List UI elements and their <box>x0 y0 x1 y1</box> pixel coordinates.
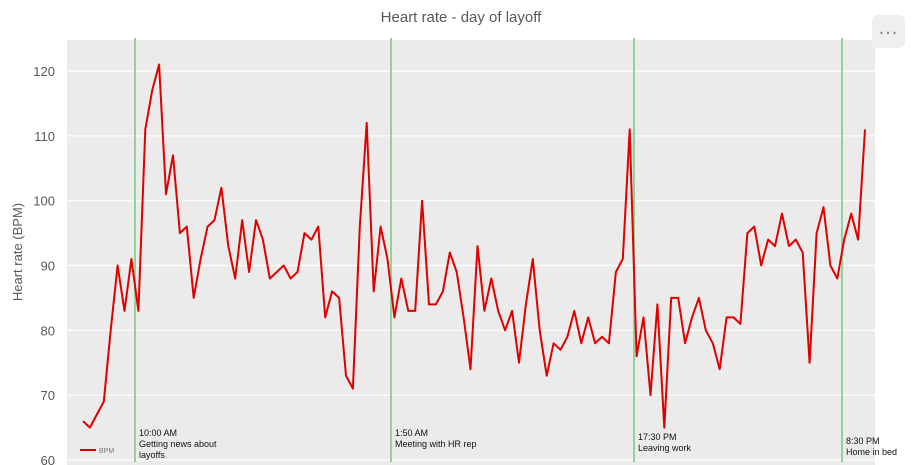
y-tick-label: 100 <box>33 194 55 209</box>
legend: BPM <box>80 448 114 455</box>
plot-area <box>67 40 875 465</box>
annotation-time: 17:30 PM <box>638 432 677 442</box>
y-tick-label: 70 <box>41 388 55 403</box>
y-axis-label: Heart rate (BPM) <box>10 203 25 301</box>
annotation-label: Meeting with HR rep <box>395 439 477 449</box>
y-tick-label: 90 <box>41 259 55 274</box>
gridlines <box>67 70 875 461</box>
annotation-label: Home in bed <box>846 447 897 457</box>
y-tick-label: 80 <box>41 323 55 338</box>
annotation-time: 8:30 PM <box>846 436 880 446</box>
annotation-time: 1:50 AM <box>395 428 428 438</box>
annotation-label: Getting news about layoffs <box>139 439 217 460</box>
annotation-time: 10:00 AM <box>139 428 177 438</box>
y-tick-label: 110 <box>34 129 55 144</box>
annotation-label: Leaving work <box>638 443 692 453</box>
chart-title: Heart rate - day of layoff <box>381 9 542 26</box>
legend-label-bpm: BPM <box>99 448 114 455</box>
series-line-bpm <box>82 63 866 429</box>
more-options-icon: ... <box>878 16 899 39</box>
y-tick-labels: 60 70 80 90 100 110 120 <box>33 64 55 465</box>
more-options-button[interactable]: ... <box>872 15 905 48</box>
y-tick-label: 120 <box>33 64 55 79</box>
y-tick-label: 60 <box>41 453 55 465</box>
